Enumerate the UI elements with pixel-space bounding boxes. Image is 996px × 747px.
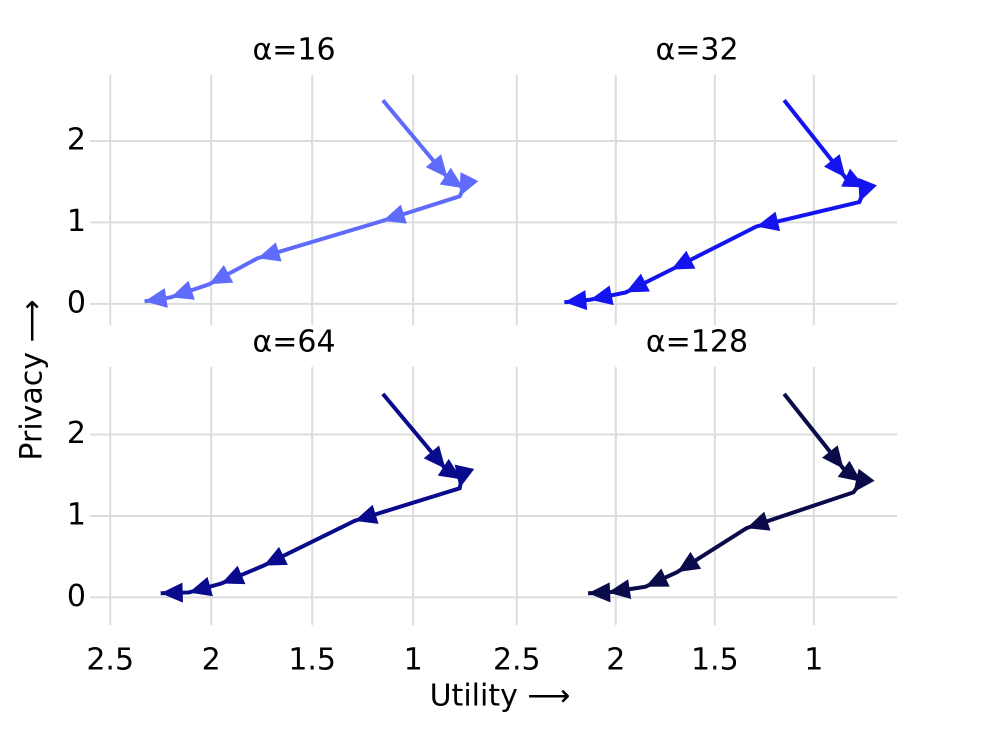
arrow-head: [439, 167, 464, 189]
trajectory-line: [144, 98, 467, 304]
arrow-head: [263, 546, 288, 566]
arrow-head: [209, 265, 234, 285]
arrow-head: [645, 568, 670, 587]
arrow-head: [221, 565, 246, 585]
y-axis-label: Privacy ⟶: [15, 299, 50, 460]
x-tick-label: 2: [202, 643, 221, 678]
trajectory-line: [588, 392, 865, 596]
arrow-head: [746, 511, 771, 531]
arrow-head: [437, 458, 462, 480]
arrow-head: [382, 204, 407, 224]
x-tick-label: 1.5: [691, 643, 739, 678]
arrow-head: [454, 464, 475, 489]
y-tick-label: 0: [67, 579, 86, 614]
arrow-head: [459, 172, 479, 197]
y-tick-label: 0: [67, 285, 86, 320]
arrow-head: [858, 177, 877, 203]
x-tick-label: 1: [404, 643, 423, 678]
arrow-head: [144, 288, 168, 308]
arrow-head: [671, 250, 696, 270]
y-tick-label: 1: [67, 497, 86, 532]
y-tick-label: 1: [67, 204, 86, 239]
arrow-head: [160, 582, 183, 603]
panel-title: α=32: [655, 33, 738, 68]
y-tick-label: 2: [67, 416, 86, 451]
arrow-head: [564, 290, 588, 311]
arrow-head: [423, 445, 446, 469]
x-tick-label: 1: [804, 643, 823, 678]
x-tick-label: 2: [606, 643, 625, 678]
arrow-head: [625, 273, 650, 293]
arrow-head: [677, 551, 702, 573]
panel-title: α=128: [646, 325, 748, 360]
trajectory-line: [160, 392, 464, 596]
panel-title: α=16: [252, 33, 335, 68]
y-tick-label: 2: [67, 122, 86, 157]
x-axis-label: Utility ⟶: [430, 679, 571, 714]
arrow-head: [824, 154, 846, 178]
arrow-head: [257, 242, 282, 262]
x-tick-label: 2.5: [493, 643, 541, 678]
arrow-head: [607, 579, 632, 600]
arrow-head: [837, 460, 862, 482]
x-tick-label: 1.5: [288, 643, 336, 678]
arrow-head: [588, 582, 611, 603]
x-tick-label: 2.5: [86, 643, 134, 678]
arrow-head: [188, 576, 213, 597]
arrow-head: [425, 154, 448, 178]
arrow-head: [170, 280, 195, 300]
arrow-head: [590, 285, 614, 306]
arrow-head: [354, 504, 379, 524]
arrow-head: [822, 445, 844, 469]
arrow-head: [756, 211, 781, 232]
panel-title: α=64: [252, 325, 335, 360]
arrow-head: [853, 468, 875, 493]
